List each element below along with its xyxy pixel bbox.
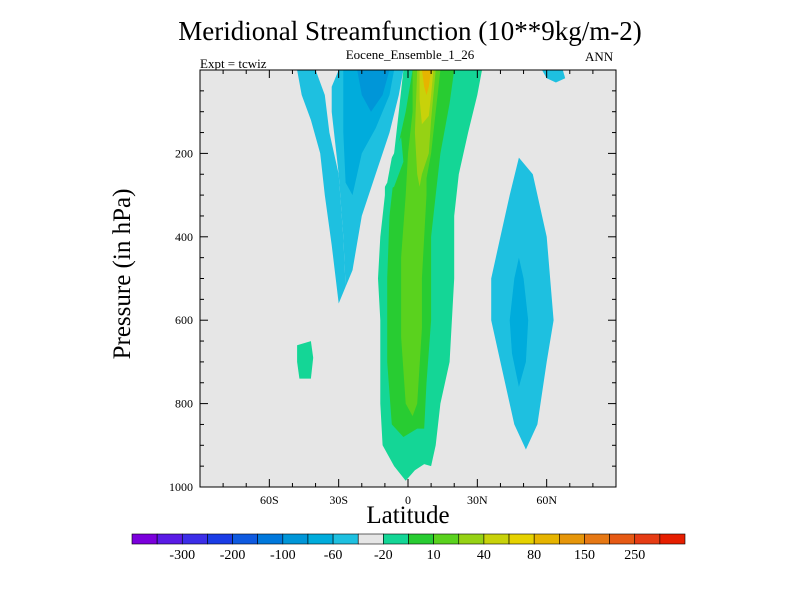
colorbar-swatch xyxy=(659,533,686,545)
colorbar-label: -20 xyxy=(374,548,393,563)
colorbar-label: -200 xyxy=(220,548,246,563)
colorbar-swatch xyxy=(156,533,183,545)
contour-region-2 xyxy=(343,70,395,196)
contour-region-6 xyxy=(509,257,529,387)
colorbar-swatch xyxy=(559,533,585,545)
colorbar-swatch xyxy=(383,533,409,545)
colorbar-swatch xyxy=(508,533,535,545)
experiment-label: Expt = tcwiz xyxy=(200,56,267,71)
colorbar-swatch xyxy=(181,533,208,545)
colorbar-swatch xyxy=(458,533,485,545)
colorbar-swatch xyxy=(207,533,233,545)
colorbar-label: 250 xyxy=(624,548,645,563)
x-tick-label: 30N xyxy=(467,493,488,507)
chart-title: Meridional Streamfunction (10**9kg/m-2) xyxy=(178,16,642,46)
colorbar-label: -100 xyxy=(270,548,296,563)
colorbar-swatch xyxy=(131,533,158,545)
colorbar-swatch xyxy=(634,533,661,545)
colorbar-swatch xyxy=(533,533,560,545)
contour-region-8 xyxy=(297,341,314,379)
colorbar-label: 150 xyxy=(574,548,595,563)
y-tick-label: 400 xyxy=(175,230,193,244)
contour-region-7 xyxy=(542,70,566,83)
colorbar-label: 10 xyxy=(427,548,441,563)
colorbar-swatch xyxy=(584,533,610,545)
y-tick-label: 1000 xyxy=(169,480,193,494)
y-tick-label: 800 xyxy=(175,397,193,411)
contour-regions xyxy=(297,70,566,481)
contour-region-15 xyxy=(387,136,404,191)
y-tick-label: 600 xyxy=(175,313,193,327)
colorbar-swatch xyxy=(408,533,434,545)
x-axis-label: Latitude xyxy=(366,502,450,529)
colorbar-swatch xyxy=(282,533,309,545)
x-tick-label: 60S xyxy=(260,493,279,507)
season-label: ANN xyxy=(585,49,614,64)
colorbar-swatch xyxy=(357,533,384,545)
colorbar-label: -300 xyxy=(169,548,195,563)
y-tick-label: 200 xyxy=(175,146,193,160)
colorbar-swatch xyxy=(307,533,334,545)
colorbar-label: -60 xyxy=(324,548,343,563)
colorbar-label: 80 xyxy=(527,548,541,563)
x-axis: 60S 30S 0 30N 60N xyxy=(222,70,594,507)
colorbar-label: 40 xyxy=(477,548,491,563)
colorbar-swatch xyxy=(483,533,510,545)
x-tick-label: 30S xyxy=(329,493,348,507)
colorbar-swatch xyxy=(609,533,636,545)
colorbar-swatch xyxy=(257,533,284,545)
y-axis: 200 400 600 800 1000 xyxy=(169,90,616,494)
x-tick-label: 60N xyxy=(536,493,557,507)
colorbar-swatch xyxy=(232,533,258,545)
contour-region-14 xyxy=(421,70,432,95)
colorbar: -300 -200 -100 -60 -20 10 40 80 150 250 xyxy=(131,533,686,563)
chart-subtitle: Eocene_Ensemble_1_26 xyxy=(345,47,475,62)
colorbar-swatch xyxy=(433,533,460,545)
contour-region-13 xyxy=(419,70,434,125)
contour-region-16 xyxy=(380,145,395,196)
contour-region-4 xyxy=(371,70,385,87)
x-tick-label: 0 xyxy=(405,493,411,507)
colorbar-swatch xyxy=(332,533,359,545)
contour-region-0 xyxy=(297,70,346,304)
contour-region-11 xyxy=(401,70,441,417)
